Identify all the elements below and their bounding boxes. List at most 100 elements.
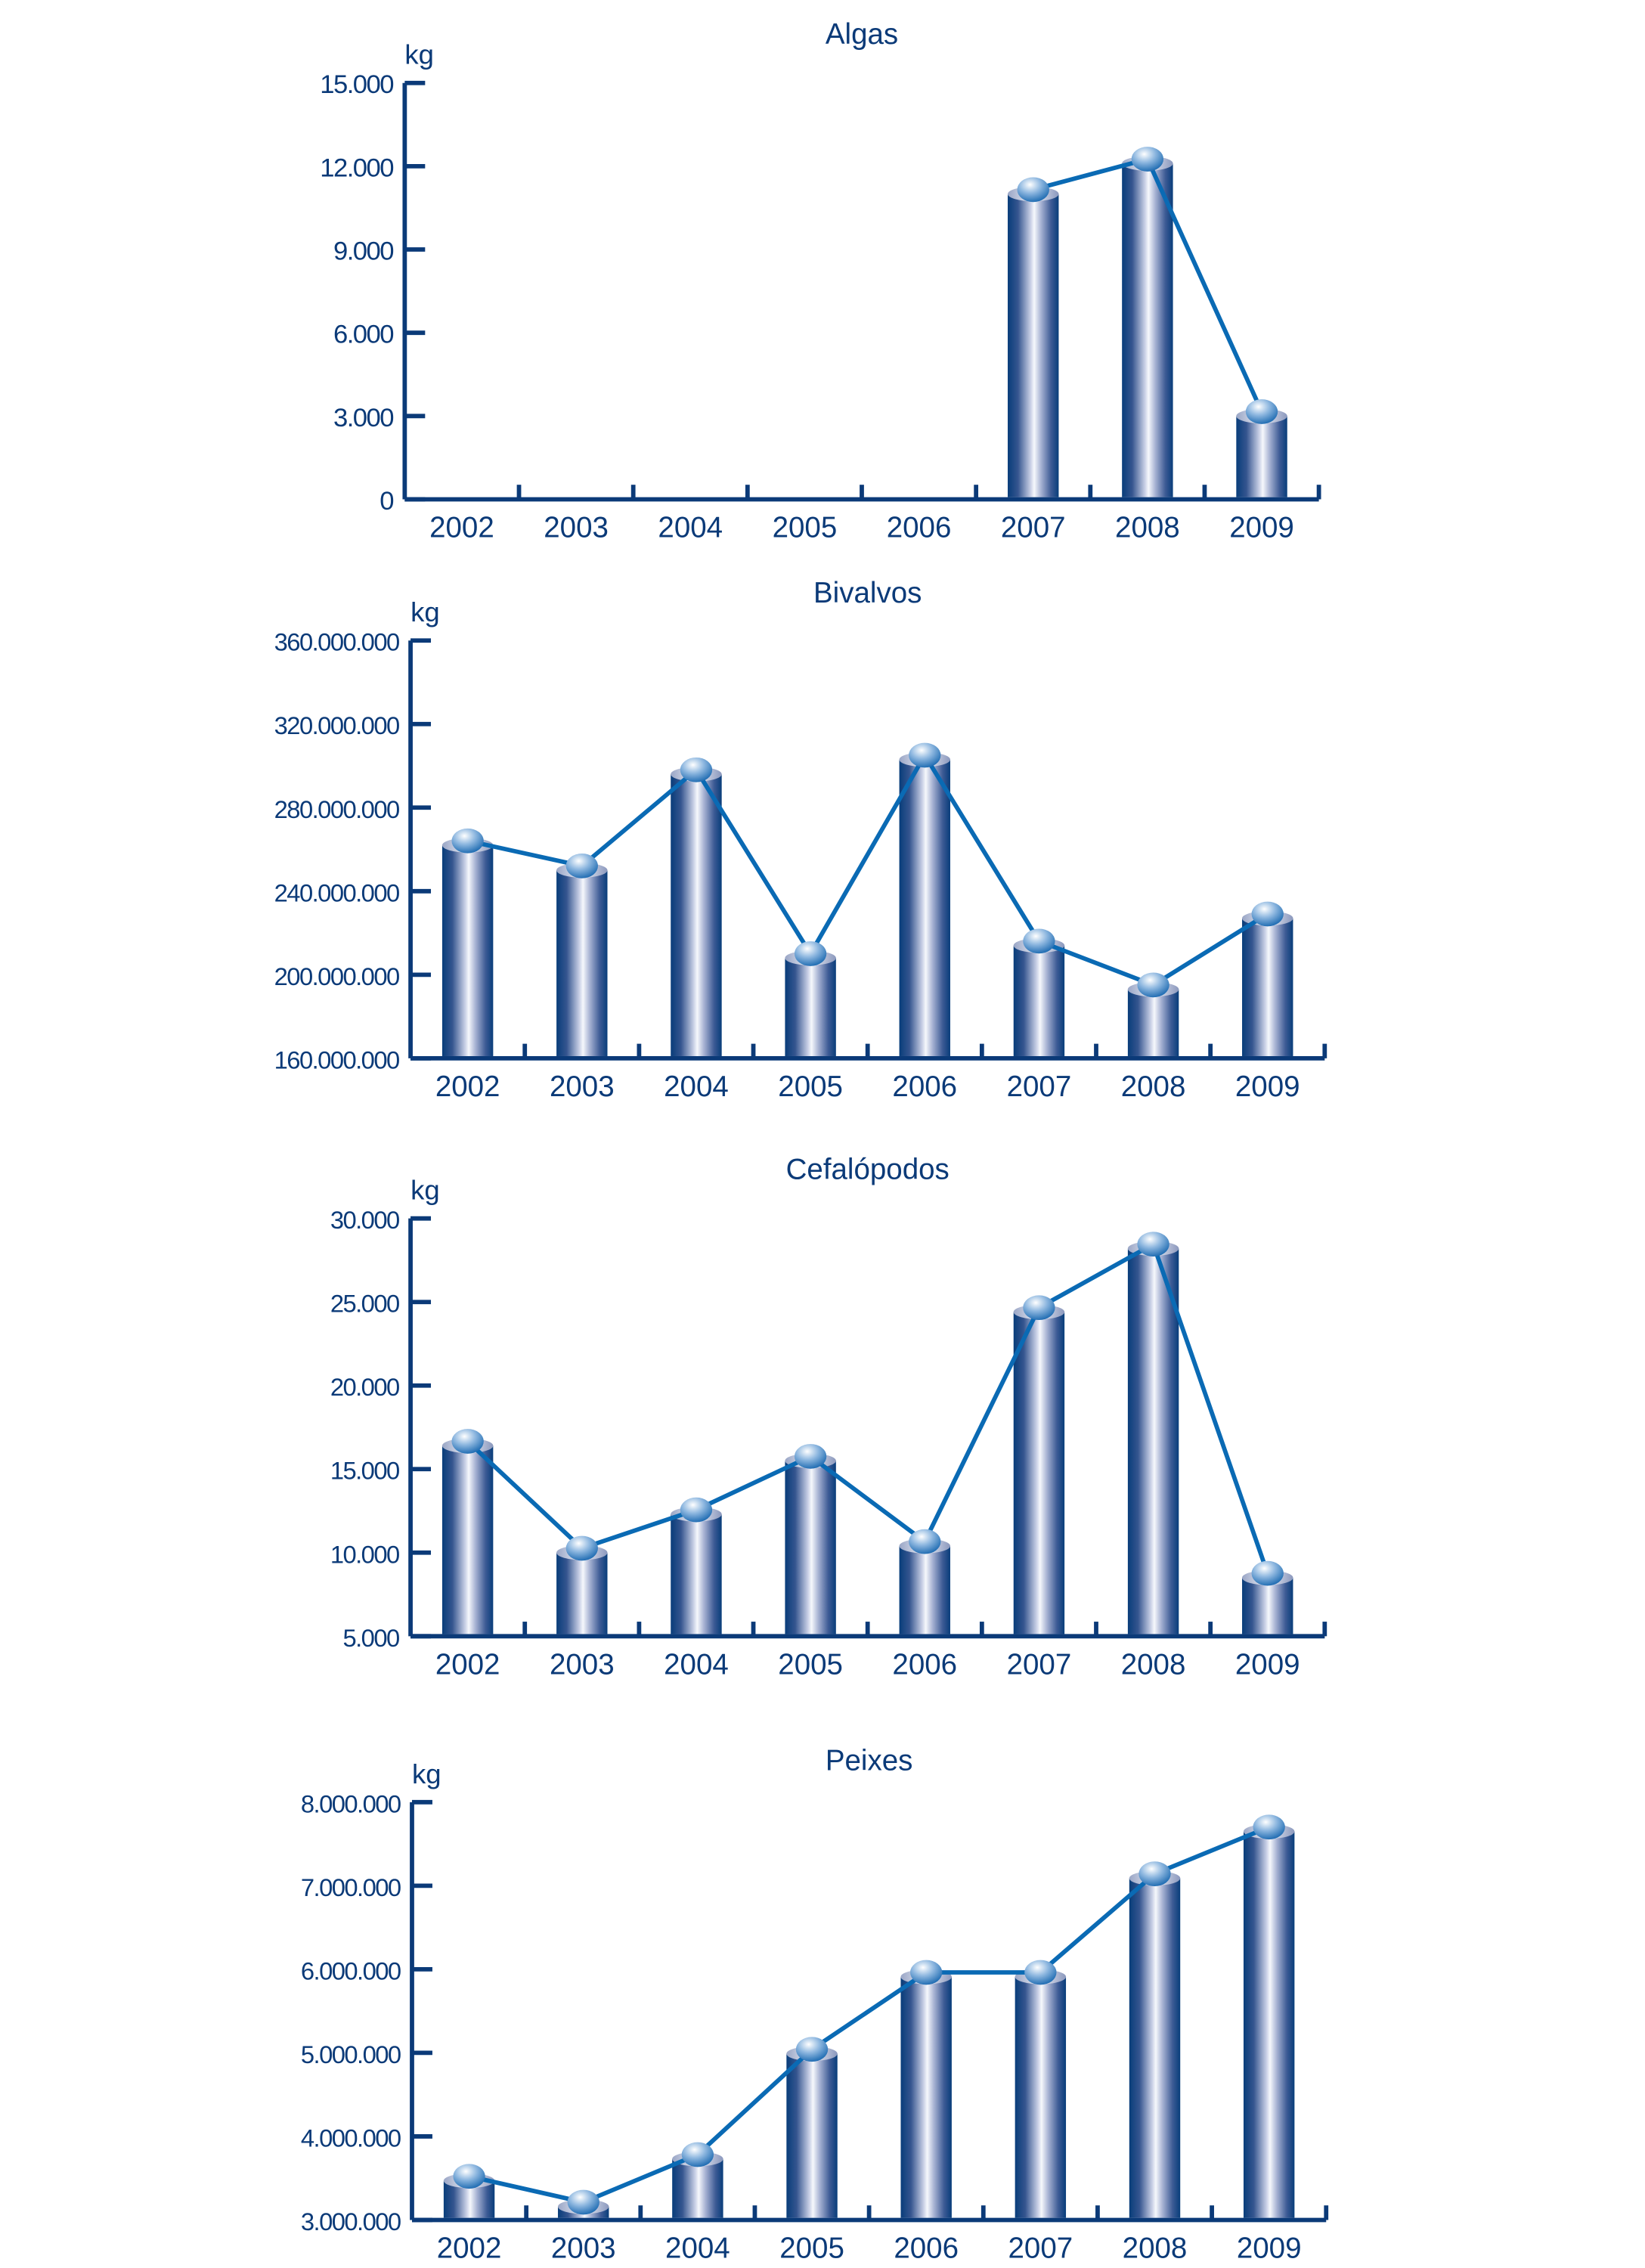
- data-point-marker: [794, 941, 827, 966]
- y-tick-label: 6.000.000: [301, 1957, 401, 1984]
- x-tick-label: 2002: [435, 1648, 500, 1681]
- y-tick-label: 30.000: [330, 1206, 399, 1234]
- y-axis-unit-label: kg: [410, 1175, 440, 1206]
- data-point-marker: [453, 2164, 485, 2189]
- bar-2002: [441, 1445, 494, 1634]
- chart-peixes: Peixes kg 3.000.000 4.000.000 5.000.000 6.000…: [301, 1744, 1329, 2265]
- y-tick-label: 15.000: [320, 70, 393, 99]
- data-point-marker: [451, 1429, 484, 1454]
- data-point-marker: [794, 1444, 827, 1469]
- bar-2005: [785, 958, 836, 1056]
- y-tick-label: 9.000: [333, 237, 393, 266]
- chart-cefalópodos: Cefalópodos kg 5.000 10.000 15.000 20.000 25.0…: [330, 1154, 1327, 1681]
- x-tick-label: 2003: [550, 1070, 615, 1103]
- bar-2008: [1127, 1248, 1179, 1634]
- data-point-marker: [1023, 928, 1055, 954]
- y-tick-label: 7.000.000: [301, 1873, 401, 1901]
- y-tick-label: 15.000: [330, 1457, 399, 1485]
- x-tick-label: 2003: [544, 512, 609, 544]
- bar-2003: [556, 870, 608, 1056]
- x-tick-label: 2006: [894, 2232, 959, 2265]
- bar-2008: [1129, 1878, 1181, 2218]
- y-tick-label: 5.000: [342, 1624, 399, 1652]
- x-tick-label: 2006: [892, 1070, 957, 1103]
- y-tick-label: 200.000.000: [274, 962, 399, 990]
- bar-2008: [1122, 163, 1173, 497]
- x-tick-label: 2007: [1007, 1070, 1072, 1103]
- y-tick-label: 280.000.000: [274, 795, 399, 823]
- chart-title: Algas: [826, 18, 898, 51]
- bar-2004: [672, 2158, 723, 2218]
- data-point-marker: [565, 1535, 598, 1561]
- x-tick-label: 2009: [1237, 2232, 1302, 2265]
- data-point-marker: [451, 828, 484, 854]
- series-line: [466, 1241, 1270, 1575]
- data-point-marker: [1251, 901, 1284, 927]
- data-point-marker: [910, 1960, 943, 1985]
- y-tick-label: 4.000.000: [301, 2124, 401, 2152]
- y-tick-label: 3.000: [333, 404, 393, 432]
- x-tick-label: 2004: [665, 2232, 730, 2265]
- bar-2004: [671, 774, 722, 1056]
- y-tick-label: 160.000.000: [274, 1046, 399, 1074]
- y-tick-label: 0: [379, 487, 393, 516]
- x-tick-label: 2002: [437, 2232, 502, 2265]
- x-tick-label: 2008: [1121, 1070, 1186, 1103]
- bar-2004: [671, 1514, 722, 1634]
- y-tick-label: 5.000.000: [301, 2040, 401, 2068]
- y-tick-label: 20.000: [330, 1373, 399, 1401]
- chart-algas: Algas kg 0 3.000 6.000 9.000 12.000 15.000 2002 2…: [320, 18, 1321, 544]
- x-tick-label: 2004: [664, 1648, 729, 1681]
- bar-2009: [1242, 918, 1293, 1056]
- y-tick-label: 8.000.000: [301, 1789, 401, 1817]
- x-tick-label: 2004: [664, 1070, 729, 1103]
- data-point-marker: [1253, 1814, 1285, 1840]
- y-axis-unit-label: kg: [412, 1758, 441, 1789]
- bar-2007: [1008, 194, 1059, 497]
- data-point-marker: [681, 2142, 714, 2167]
- x-tick-label: 2003: [550, 1648, 615, 1681]
- chart-bivalvos: Bivalvos kg 160.000.000 200.000.000 240.000.…: [274, 577, 1327, 1103]
- bar-2003: [556, 1552, 608, 1634]
- x-tick-label: 2004: [658, 512, 723, 544]
- data-point-marker: [1251, 1560, 1284, 1586]
- data-point-marker: [1137, 972, 1169, 998]
- bar-2007: [1013, 1312, 1065, 1634]
- bar-2006: [899, 1545, 950, 1634]
- x-tick-label: 2006: [887, 512, 952, 544]
- y-tick-label: 25.000: [330, 1290, 399, 1318]
- bar-2002: [441, 845, 494, 1056]
- series-line: [468, 1825, 1270, 2205]
- x-tick-label: 2005: [779, 2232, 844, 2265]
- x-tick-label: 2009: [1235, 1648, 1300, 1681]
- x-tick-label: 2006: [892, 1648, 957, 1681]
- x-tick-label: 2002: [429, 512, 494, 544]
- x-tick-label: 2007: [1007, 1648, 1072, 1681]
- y-axis-unit-label: kg: [404, 39, 434, 70]
- series-line: [467, 751, 1269, 988]
- x-tick-label: 2005: [778, 1648, 843, 1681]
- data-point-marker: [1017, 177, 1049, 203]
- chart-title: Peixes: [826, 1744, 913, 1777]
- data-point-marker: [1245, 399, 1278, 424]
- y-tick-label: 320.000.000: [274, 711, 399, 739]
- data-point-marker: [1024, 1960, 1057, 1985]
- y-tick-label: 6.000: [333, 321, 393, 349]
- x-tick-label: 2008: [1121, 1648, 1186, 1681]
- bar-2009: [1243, 1831, 1295, 2218]
- data-point-marker: [1138, 1861, 1171, 1886]
- x-tick-label: 2008: [1123, 2232, 1188, 2265]
- data-point-marker: [567, 2189, 599, 2215]
- bar-2005: [786, 2053, 838, 2218]
- x-tick-label: 2009: [1229, 512, 1294, 544]
- bar-2005: [785, 1461, 836, 1634]
- bar-2008: [1127, 989, 1179, 1056]
- y-tick-label: 10.000: [330, 1540, 399, 1568]
- x-tick-label: 2002: [435, 1070, 500, 1103]
- data-point-marker: [795, 2037, 829, 2062]
- x-tick-label: 2007: [1008, 2232, 1073, 2265]
- x-tick-label: 2003: [551, 2232, 616, 2265]
- data-point-marker: [680, 1497, 713, 1523]
- bar-2009: [1242, 1577, 1293, 1634]
- data-point-marker: [909, 742, 941, 768]
